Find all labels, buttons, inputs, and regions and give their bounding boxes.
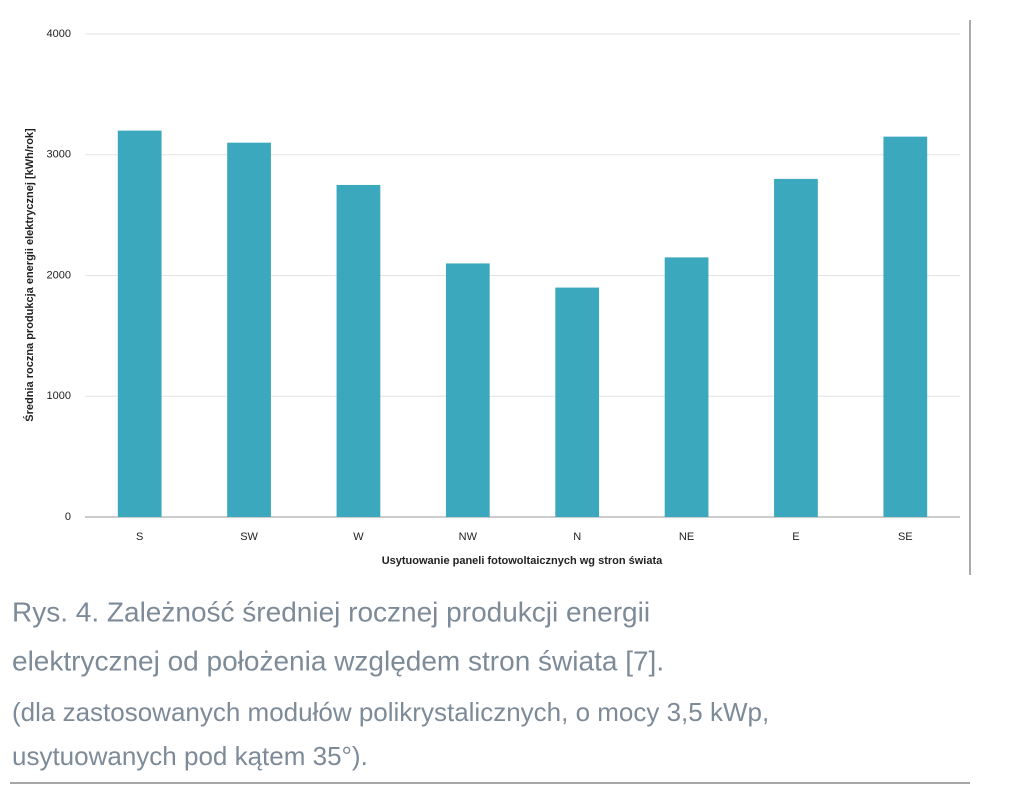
bar [445,263,490,517]
y-tick-label: 4000 [47,28,71,40]
bar [227,142,271,518]
x-tick-label: S [136,531,143,543]
y-tick-label: 0 [65,511,71,523]
bar [336,184,381,517]
x-tick-label: E [792,531,799,543]
caption-note: usytuowanych pod kątem 35°). [12,741,368,771]
x-tick-label: NE [679,531,694,543]
x-tick-label: W [353,531,364,543]
bar [883,136,928,517]
caption: elektrycznej od położenia względem stron… [12,645,664,676]
bar [117,130,162,517]
caption: Rys. 4. Zależność średniej rocznej produ… [12,596,650,627]
bar [555,287,600,517]
x-tick-label: NW [459,531,478,543]
x-tick-label: N [573,531,581,543]
x-axis-label: Usytuowanie paneli fotowoltaicznych wg s… [382,555,663,567]
y-axis-label: Średnia roczna produkcja energii elektry… [23,128,36,422]
y-tick-label: 3000 [47,149,71,161]
y-tick-label: 2000 [47,269,71,281]
x-tick-label: SE [898,531,913,543]
bar [774,178,818,517]
x-tick-label: SW [240,531,258,543]
y-tick-label: 1000 [47,390,71,402]
caption-note: (dla zastosowanych modułów polikrystalic… [12,697,769,727]
bar [664,257,709,517]
